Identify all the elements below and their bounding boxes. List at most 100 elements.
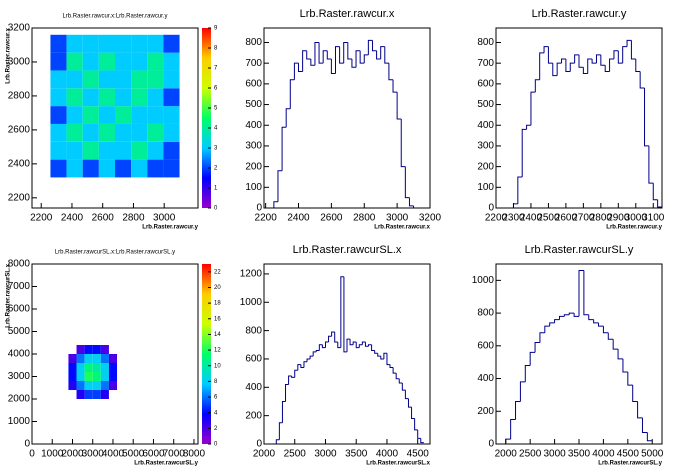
histogram-bin [573, 313, 579, 317]
heat-cell [50, 88, 67, 107]
histogram-bin [578, 270, 584, 317]
histogram-bin [303, 361, 308, 368]
z-tick-label: 1 [214, 186, 218, 192]
x-tick-label: 2600 [320, 213, 343, 224]
histogram-bin [392, 79, 398, 93]
x-tick-label: 2600 [92, 213, 115, 224]
heat-cell [66, 70, 83, 89]
histogram-bin [291, 375, 295, 378]
heat-cell [98, 34, 115, 53]
histogram-bin [617, 349, 623, 360]
histogram-bin [612, 339, 619, 350]
z-tick-label: 20 [214, 285, 221, 291]
heat-cell [100, 363, 109, 372]
histogram-bin [609, 58, 614, 72]
y-tick-label: 1000 [8, 416, 31, 427]
x-tick-label: 4000 [376, 449, 399, 460]
heat-cell [92, 372, 101, 381]
histogram-bin [646, 432, 653, 442]
histogram-bin [563, 314, 570, 317]
y-tick-label: 600 [245, 79, 262, 90]
heat-cell [131, 70, 148, 89]
histogram-bin [534, 79, 540, 93]
histogram-bin [524, 364, 531, 382]
histogram-bin [388, 63, 394, 81]
x-tick-label: 7000 [163, 449, 186, 460]
heat-cell [50, 70, 67, 89]
x-tick-label: 3500 [568, 449, 591, 460]
histogram-bin [383, 352, 387, 359]
histogram-bin [552, 63, 558, 77]
histogram-bin [361, 341, 366, 345]
x-tick-label: 1000 [41, 449, 64, 460]
heat-cell [84, 381, 93, 390]
heat-cell [76, 354, 85, 363]
heat-cell [100, 390, 109, 399]
x-tick-label: 3000 [153, 213, 176, 224]
histogram-bin [340, 276, 344, 348]
histogram-bin [318, 42, 324, 64]
chart-title: Lrb.Raster.rawcurSL.x:Lrb.Raster.rawcurS… [55, 250, 175, 256]
y-tick-label: 0 [488, 203, 494, 214]
z-tick-label: 22 [214, 269, 221, 275]
heat-cell [66, 141, 83, 160]
histogram-bin [352, 341, 357, 345]
histogram-bin [404, 166, 410, 199]
histogram-bin [384, 46, 389, 64]
heat-cell [163, 52, 180, 71]
heat-cell [68, 363, 77, 372]
histogram-bin [401, 383, 406, 391]
heat-cell [66, 88, 83, 107]
histogram-bin [534, 342, 540, 353]
y-tick-label: 8000 [8, 259, 31, 270]
z-tick-label: 8 [214, 46, 218, 52]
x-tick-label: 6000 [142, 449, 165, 460]
z-tick-label: 8 [214, 379, 218, 385]
heat-cell [66, 123, 83, 142]
histogram-bin [617, 50, 623, 64]
y-tick-label: 6000 [8, 304, 31, 315]
histogram-bin [288, 375, 292, 385]
y-tick-label: 0 [256, 439, 262, 450]
heat-cell [82, 88, 99, 107]
histogram-bin [561, 58, 566, 64]
heat-cell [108, 354, 118, 363]
heat-cell [84, 354, 93, 363]
heat-cell [76, 372, 85, 381]
heat-cell [98, 106, 115, 124]
heat-cell [50, 123, 67, 142]
y-tick-label: 400 [245, 382, 262, 393]
heat-cell [115, 34, 132, 53]
y-tick-label: 100 [245, 182, 262, 193]
z-tick-label: 2 [214, 166, 218, 172]
histogram-bin [396, 92, 402, 120]
chart-title: Lrb.Raster.rawcurSL.x [293, 244, 402, 256]
y-tick-label: 800 [245, 325, 262, 336]
histogram-bin [574, 54, 579, 64]
histogram-bin [298, 63, 303, 72]
heat-cell [147, 123, 164, 142]
heat-cell [76, 390, 85, 399]
histogram-bin [363, 54, 369, 64]
frame [495, 27, 663, 209]
histogram-bin [569, 62, 575, 72]
heat-cell [131, 88, 148, 107]
heat-cell [131, 159, 148, 178]
z-tick-label: 5 [214, 106, 218, 112]
histogram-bin [367, 39, 373, 55]
histogram-bin [404, 390, 409, 400]
heat-cell [147, 159, 164, 178]
histogram-bin [635, 59, 641, 72]
heat-cell [92, 345, 101, 354]
heat-cell [115, 52, 132, 71]
histogram-bin [521, 128, 527, 177]
y-tick-label: 1200 [240, 269, 263, 280]
x-tick-label: 2800 [122, 213, 145, 224]
z-tick-label: 7 [214, 66, 218, 72]
heat-cell [68, 345, 76, 354]
x-tick-label: 4000 [102, 449, 125, 460]
histogram-bin [285, 383, 289, 402]
histogram-bin [347, 42, 352, 60]
z-tick-label: 4 [214, 410, 218, 416]
histogram-bin [302, 50, 307, 72]
